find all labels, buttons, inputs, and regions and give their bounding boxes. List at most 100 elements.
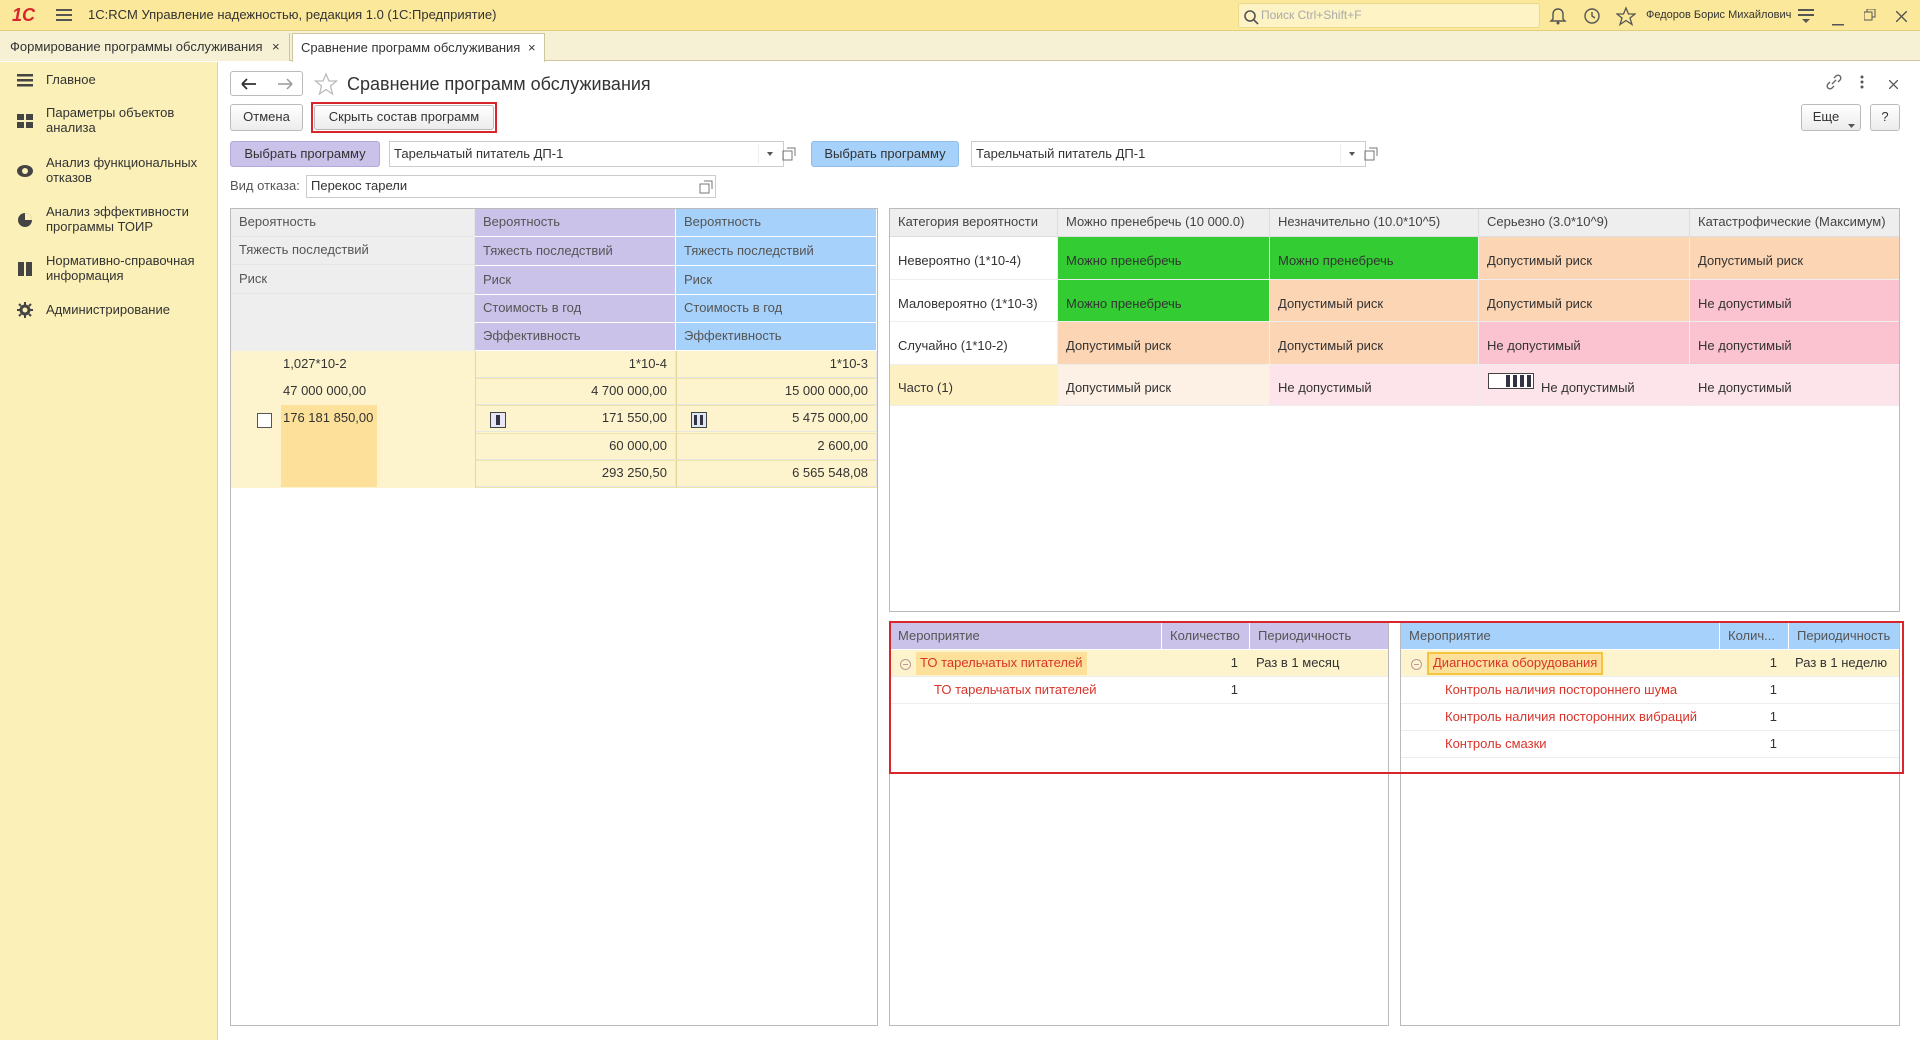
matrix-header: Можно пренебречь (10 000.0) — [1058, 209, 1270, 237]
tab[interactable]: Формирование программы обслуживания × — [0, 33, 290, 61]
favorite-icon[interactable] — [1615, 6, 1637, 27]
minimize-button[interactable] — [1832, 14, 1844, 26]
header-base — [231, 209, 475, 351]
cancel-button[interactable]: Отмена — [230, 104, 303, 131]
matrix-cell[interactable]: Допустимый риск — [1058, 322, 1270, 365]
matrix-cell[interactable]: Можно пренебречь — [1058, 280, 1270, 322]
forward-button-svg — [278, 78, 293, 90]
user-name[interactable]: Федоров Борис Михайлович — [1646, 9, 1792, 22]
dropdown-left-svg — [757, 144, 773, 164]
collapse-icon-svg — [900, 659, 911, 670]
matrix-cell[interactable]: Не допустимый — [1690, 280, 1899, 322]
more-actions-icon[interactable] — [1860, 74, 1864, 90]
matrix-cell[interactable]: Допустимый риск — [1479, 237, 1690, 280]
form-close[interactable] — [1888, 77, 1899, 90]
select-program-right[interactable]: Выбрать программу — [811, 141, 959, 167]
select-program-left[interactable]: Выбрать программу — [230, 141, 380, 167]
measures-row[interactable]: Диагностика оборудования 1 Раз в 1 неделю — [1401, 650, 1899, 677]
search-icon — [1243, 9, 1259, 25]
favorite-star-svg — [313, 72, 339, 96]
bell-icon[interactable] — [1549, 7, 1567, 25]
sidebar-item[interactable]: Анализ функциональных отказов — [0, 154, 217, 188]
program-right-field[interactable]: Тарельчатый питатель ДП-1 — [971, 141, 1366, 167]
dropdown-left[interactable] — [757, 141, 782, 167]
measures-row[interactable]: Контроль наличия постороннего шума 1 — [1401, 677, 1899, 704]
header-cell: Тяжесть последствий — [475, 237, 676, 266]
risk-icon-right-svg — [691, 412, 707, 428]
favorite-star[interactable] — [313, 72, 339, 96]
help-button[interactable]: ? — [1870, 104, 1900, 131]
settings-icon-svg — [1798, 9, 1814, 23]
header-cell: Вероятность — [475, 209, 676, 237]
measure-qty: 1 — [1230, 682, 1238, 698]
back-button[interactable] — [241, 78, 257, 90]
open-failure[interactable] — [699, 180, 713, 194]
forward-button[interactable] — [277, 78, 293, 90]
menu-icon[interactable] — [56, 9, 72, 22]
matrix-row-label: Маловероятно (1*10-3) — [890, 280, 1058, 322]
matrix-cell[interactable]: Допустимый риск — [1270, 280, 1479, 322]
title-bar — [0, 0, 1920, 31]
matrix-header: Катастрофические (Максимум) — [1690, 209, 1899, 237]
settings-icon[interactable] — [1798, 9, 1814, 23]
back-button-svg — [241, 78, 256, 90]
matrix-cell[interactable]: Допустимый риск — [1058, 365, 1270, 406]
failure-field[interactable]: Перекос тарели — [306, 175, 716, 198]
tab-close: × — [272, 38, 280, 54]
sidebar-item[interactable]: Нормативно-справочная информация — [0, 252, 217, 286]
measures-row[interactable]: Контроль наличия посторонних вибраций 1 — [1401, 704, 1899, 731]
open-right[interactable] — [1364, 147, 1378, 161]
matrix-cell[interactable]: Допустимый риск — [1270, 322, 1479, 365]
open-left[interactable] — [782, 147, 796, 161]
value-cell: 4 700 000,00 — [475, 378, 676, 405]
measures-panel: Мероприятие Колич... Периодичность Диагност… — [1400, 622, 1900, 1026]
dropdown-right[interactable] — [1339, 141, 1364, 167]
header-cell: Стоимость в год — [676, 295, 877, 323]
history-icon[interactable] — [1583, 7, 1601, 25]
value-cell: 5 475 000,00 — [676, 405, 877, 432]
measures-header: Периодичность — [1250, 623, 1388, 650]
matrix-cell[interactable]: Не допустимый — [1479, 322, 1690, 365]
risk-marker — [1488, 373, 1534, 389]
matrix-cell[interactable]: Можно пренебречь — [1058, 237, 1270, 280]
matrix-cell[interactable]: Не допустимый — [1270, 365, 1479, 406]
sidebar-item[interactable]: Параметры объектов анализа — [0, 104, 217, 138]
sidebar-icon-svg — [17, 74, 33, 87]
hide-programs-button[interactable]: Скрыть состав программ — [314, 105, 494, 130]
app-title: 1С:RCM Управление надежностью, редакция … — [88, 7, 497, 23]
matrix-cell[interactable]: Допустимый риск — [1690, 237, 1899, 280]
highlight-frame — [889, 621, 1904, 774]
link-icon-svg — [1826, 74, 1842, 90]
base-value: 1,027*10-2 — [283, 356, 347, 372]
tab-active[interactable]: Сравнение программ обслуживания × — [292, 33, 545, 62]
measure-name: Контроль наличия постороннего шума — [1445, 682, 1678, 698]
measures-row[interactable]: Контроль смазки 1 — [1401, 731, 1899, 758]
more-button[interactable]: Еще — [1801, 104, 1861, 131]
sidebar-item[interactable]: Администрирование — [0, 297, 217, 323]
matrix-cell[interactable]: Не допустимый — [1690, 365, 1899, 406]
more-actions-icon-svg — [1860, 75, 1864, 89]
matrix-cell[interactable]: Не допустимый — [1690, 322, 1899, 365]
program-left-field[interactable]: Тарельчатый питатель ДП-1 — [389, 141, 784, 167]
matrix-cell[interactable]: Можно пренебречь — [1270, 237, 1479, 280]
checkbox[interactable] — [257, 413, 272, 428]
sidebar-item[interactable]: Анализ эффективности программы ТОИР — [0, 203, 217, 237]
link-icon[interactable] — [1826, 74, 1842, 90]
matrix-cell[interactable]: Допустимый риск — [1479, 280, 1690, 322]
measures-row[interactable]: ТО тарельчатых питателей 1 — [890, 677, 1388, 704]
measures-header: Периодичность — [1789, 623, 1899, 650]
search-placeholder: Поиск Ctrl+Shift+F — [1261, 7, 1362, 22]
measures-row[interactable]: ТО тарельчатых питателей 1 Раз в 1 месяц — [890, 650, 1388, 677]
sidebar-icon-svg — [18, 262, 32, 276]
measure-qty: 1 — [1769, 682, 1777, 698]
matrix-header: Серьезно (3.0*10^9) — [1479, 209, 1690, 237]
search-box[interactable]: Поиск Ctrl+Shift+F — [1238, 3, 1540, 28]
close-button[interactable] — [1895, 10, 1908, 23]
restore-button[interactable] — [1863, 8, 1876, 21]
highlight-frame — [311, 102, 497, 133]
open-left-svg — [782, 147, 796, 161]
close-button-svg — [1895, 10, 1908, 23]
matrix-row-label: Случайно (1*10-2) — [890, 322, 1058, 365]
sidebar-item[interactable]: Главное — [0, 68, 217, 92]
sidebar-icon — [17, 113, 33, 129]
